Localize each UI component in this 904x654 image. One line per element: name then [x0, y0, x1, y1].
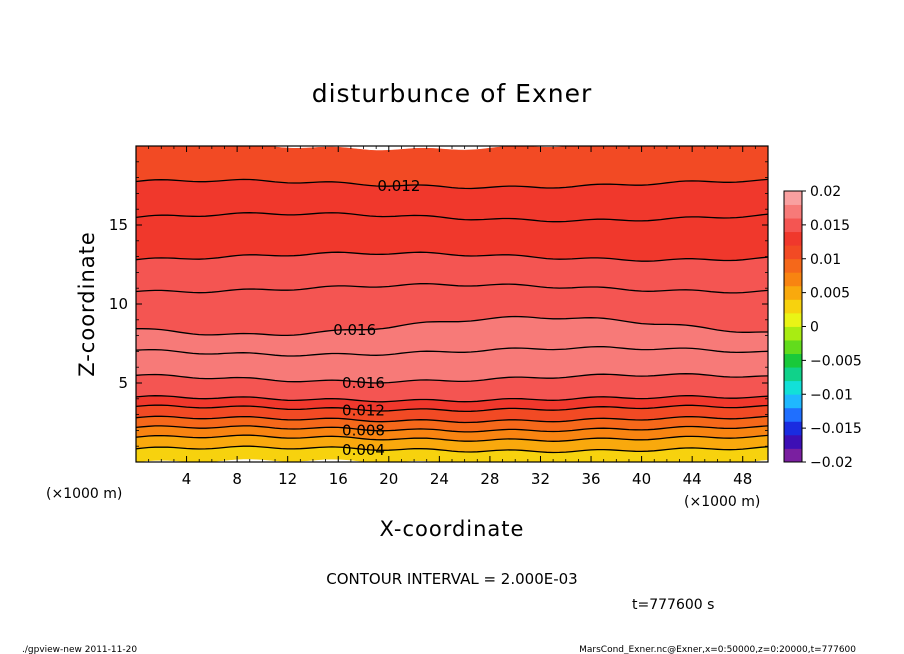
- contour-line: [136, 315, 768, 337]
- contour-label: 0.016: [333, 321, 376, 339]
- colorbar-swatch: [784, 340, 802, 354]
- x-tick-label: 28: [480, 470, 499, 488]
- colorbar-swatch: [784, 272, 802, 287]
- contour-label: 0.008: [342, 421, 385, 439]
- y-unit-label: (×1000 m): [46, 486, 122, 502]
- colorbar-swatch: [784, 367, 802, 382]
- y-tick-label: 15: [109, 216, 128, 234]
- colorbar-tick-label: −0.02: [810, 455, 853, 471]
- colorbar: 0.02 0.015 0.01 0.005 0 −0.005 −0.01 −0.015 −0.0…: [783, 184, 862, 471]
- contour-line: [136, 425, 768, 433]
- x-tick-label: 24: [430, 470, 449, 488]
- x-axis-label: X-coordinate: [380, 517, 525, 541]
- colorbar-swatch: [784, 380, 802, 395]
- y-axis: 5 10 15: [109, 161, 768, 447]
- contour-label: 0.016: [342, 374, 385, 392]
- colorbar-tick-label: 0.01: [810, 252, 841, 268]
- colorbar-swatch: [784, 204, 802, 219]
- highlight-region: [724, 341, 752, 355]
- x-tick-label: 16: [329, 470, 348, 488]
- contour-line: [136, 373, 768, 384]
- colorbar-swatch: [784, 299, 802, 314]
- x-tick-label: 32: [531, 470, 550, 488]
- highlight-region: [136, 336, 168, 360]
- time-label: t=777600 s: [632, 597, 714, 613]
- colorbar-swatch: [784, 353, 802, 368]
- colorbar-swatch: [784, 191, 802, 205]
- contour-line: [136, 282, 768, 294]
- x-tick-label: 36: [581, 470, 600, 488]
- colorbar-swatch: [784, 245, 802, 260]
- contour-label: 0.012: [377, 177, 420, 195]
- contour-band: [136, 212, 768, 262]
- colorbar-swatch: [784, 434, 802, 449]
- colorbar-swatch: [784, 421, 802, 436]
- contour-line: [136, 251, 768, 262]
- footer-right: MarsCond_Exner.nc@Exner,x=0:50000,z=0:20…: [579, 645, 856, 654]
- contour-line: [136, 346, 768, 357]
- colorbar-swatch: [784, 448, 802, 463]
- colorbar-swatch: [784, 285, 802, 300]
- colorbar-swatch: [784, 326, 802, 341]
- contour-line: [136, 445, 768, 454]
- contour-line: [136, 404, 768, 413]
- colorbar-swatch: [784, 258, 802, 273]
- colorbar-tick-label: 0.005: [810, 286, 850, 302]
- x-tick-label: 44: [683, 470, 702, 488]
- contour-line: [136, 178, 768, 190]
- contour-lines: [136, 178, 768, 454]
- colorbar-tick-label: −0.015: [810, 421, 862, 437]
- contour-line: [136, 212, 768, 223]
- y-tick-label: 10: [109, 295, 128, 313]
- x-tick-label: 4: [182, 470, 192, 488]
- colorbar-swatch: [784, 394, 802, 409]
- contour-line: [136, 395, 768, 403]
- footer-left: ./gpview-new 2011-11-20: [22, 645, 137, 654]
- contour-line: [136, 434, 768, 442]
- colorbar-swatch: [784, 407, 802, 422]
- colorbar-swatch: [784, 312, 802, 327]
- x-tick-label: 40: [632, 470, 651, 488]
- x-tick-label: 20: [379, 470, 398, 488]
- x-axis: 4 8 12 16 20 24 28 32 36 40 44 48: [148, 146, 756, 488]
- colorbar-tick-label: −0.005: [810, 353, 862, 369]
- colorbar-tick-label: 0.02: [810, 184, 841, 200]
- x-tick-label: 48: [733, 470, 752, 488]
- contour-fill-bands: [136, 146, 768, 462]
- colorbar-tick-label: −0.01: [810, 387, 853, 403]
- contour-interval-label: CONTOUR INTERVAL = 2.000E-03: [326, 570, 577, 588]
- x-tick-label: 8: [232, 470, 242, 488]
- colorbar-swatch: [784, 231, 802, 246]
- contour-label: 0.004: [342, 441, 385, 459]
- y-axis-label: Z-coordinate: [75, 231, 99, 377]
- contour-line: [136, 415, 768, 424]
- chart-title: disturbunce of Exner: [312, 79, 593, 108]
- x-unit-label: (×1000 m): [684, 494, 760, 510]
- y-tick-label: 5: [118, 374, 128, 392]
- colorbar-swatch: [784, 218, 802, 233]
- contour-label: 0.012: [342, 402, 385, 420]
- x-tick-label: 12: [278, 470, 297, 488]
- colorbar-tick-label: 0.015: [810, 218, 850, 234]
- colorbar-tick-label: 0: [810, 320, 819, 336]
